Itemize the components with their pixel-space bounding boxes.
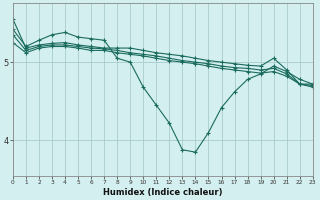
X-axis label: Humidex (Indice chaleur): Humidex (Indice chaleur): [103, 188, 223, 197]
